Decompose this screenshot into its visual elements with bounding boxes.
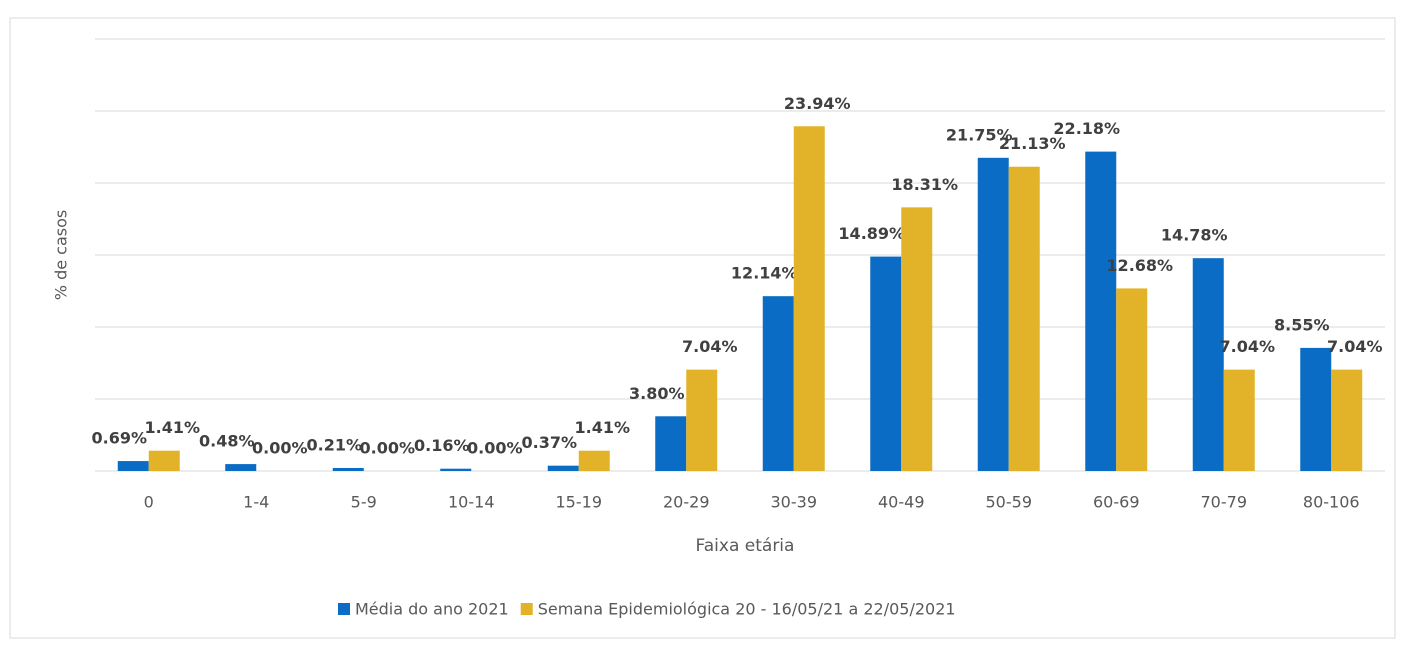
value-label: 1.41%	[574, 418, 630, 437]
bar	[1085, 151, 1117, 471]
value-label: 23.94%	[784, 94, 851, 113]
bar	[1192, 258, 1224, 471]
legend-label: Semana Epidemiológica 20 - 16/05/21 a 22…	[538, 600, 956, 619]
x-tick-label: 20-29	[663, 493, 710, 512]
bar	[148, 450, 180, 471]
value-label: 7.04%	[682, 337, 738, 356]
legend-swatch	[520, 603, 533, 615]
value-label: 1.41%	[144, 418, 200, 437]
value-label: 3.80%	[629, 384, 685, 403]
bar	[762, 296, 794, 471]
y-axis-label: % de casos	[52, 210, 71, 300]
x-tick-label: 0	[144, 493, 154, 512]
value-label: 18.31%	[891, 175, 958, 194]
value-label: 0.00%	[359, 439, 415, 458]
value-label: 7.04%	[1327, 337, 1383, 356]
x-axis-label: Faixa etária	[696, 536, 795, 556]
bar	[1331, 369, 1363, 471]
x-tick-label: 15-19	[556, 493, 603, 512]
bar	[1300, 347, 1332, 471]
x-tick-label: 50-59	[986, 493, 1033, 512]
value-label: 0.00%	[467, 439, 523, 458]
value-label: 0.48%	[199, 432, 255, 451]
value-label: 0.16%	[414, 436, 470, 455]
value-label: 21.13%	[999, 134, 1066, 153]
value-label: 8.55%	[1274, 315, 1330, 334]
x-tick-label: 1-4	[243, 493, 269, 512]
bar	[1008, 166, 1040, 471]
bar	[440, 468, 472, 471]
bar	[117, 461, 149, 471]
bar	[901, 207, 933, 471]
x-tick-label: 40-49	[878, 493, 925, 512]
bar	[1116, 288, 1148, 471]
bar	[332, 467, 364, 471]
value-label: 7.04%	[1219, 337, 1275, 356]
x-tick-label: 30-39	[771, 493, 818, 512]
value-label: 0.21%	[306, 435, 362, 454]
bar	[225, 464, 257, 471]
value-label: 14.78%	[1161, 226, 1228, 245]
value-label: 0.37%	[521, 433, 577, 452]
value-label: 0.69%	[91, 429, 147, 448]
value-label: 12.68%	[1106, 256, 1173, 275]
bar	[793, 126, 825, 471]
bar	[686, 369, 718, 471]
bar	[1223, 369, 1255, 471]
bar	[655, 416, 687, 471]
x-tick-label: 10-14	[448, 493, 495, 512]
bar	[547, 465, 579, 471]
chart-frame	[9, 17, 1396, 639]
bar	[870, 256, 902, 471]
bar	[977, 157, 1009, 472]
x-tick-label: 60-69	[1093, 493, 1140, 512]
value-label: 14.89%	[838, 224, 905, 243]
value-label: 21.75%	[946, 125, 1013, 144]
value-label: 22.18%	[1053, 119, 1120, 138]
x-tick-label: 5-9	[351, 493, 377, 512]
legend-label: Média do ano 2021	[355, 600, 509, 619]
legend-swatch	[338, 603, 350, 615]
value-label: 0.00%	[252, 439, 308, 458]
value-label: 12.14%	[731, 264, 798, 283]
x-tick-label: 80-106	[1303, 493, 1360, 512]
bar	[578, 450, 610, 471]
x-tick-label: 70-79	[1201, 493, 1248, 512]
